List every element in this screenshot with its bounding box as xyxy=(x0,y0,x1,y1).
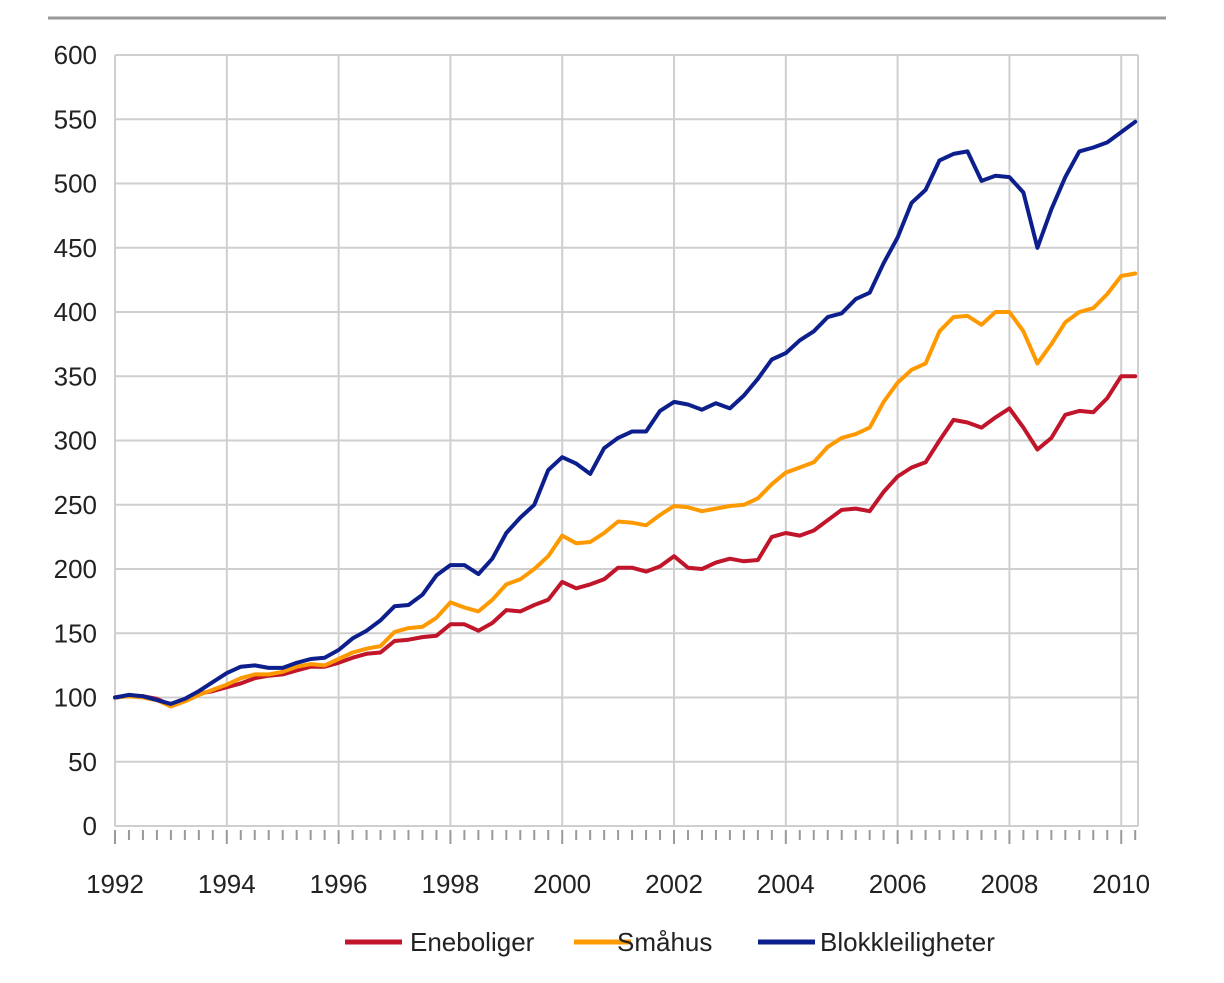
legend-item: Eneboliger xyxy=(345,927,535,957)
x-tick-label: 2008 xyxy=(981,869,1039,899)
series-line-eneboliger xyxy=(113,374,1138,708)
x-tick-label: 1996 xyxy=(310,869,368,899)
y-tick-label: 550 xyxy=(54,104,97,134)
legend-label: Småhus xyxy=(617,927,712,957)
y-tick-label: 200 xyxy=(54,554,97,584)
y-tick-label: 600 xyxy=(54,40,97,70)
series-line-smhus xyxy=(113,271,1138,709)
x-tick-label: 1998 xyxy=(421,869,479,899)
y-tick-label: 0 xyxy=(83,811,97,841)
series-lines xyxy=(113,119,1138,709)
y-tick-label: 300 xyxy=(54,426,97,456)
legend-label: Eneboliger xyxy=(410,927,535,957)
x-tick-label: 2006 xyxy=(869,869,927,899)
y-tick-label: 350 xyxy=(54,361,97,391)
y-tick-label: 50 xyxy=(68,747,97,777)
legend-label: Blokkleiligheter xyxy=(820,927,995,957)
y-tick-label: 250 xyxy=(54,490,97,520)
legend: Eneboliger Småhus Blokkleiligheter xyxy=(345,927,995,957)
y-tick-label: 400 xyxy=(54,297,97,327)
y-tick-label: 150 xyxy=(54,618,97,648)
y-tick-label: 500 xyxy=(54,169,97,199)
y-tick-label: 100 xyxy=(54,683,97,713)
x-tick-label: 1992 xyxy=(86,869,144,899)
x-tick-label: 1994 xyxy=(198,869,256,899)
x-tick-label: 2000 xyxy=(533,869,591,899)
grid xyxy=(114,54,1139,827)
series-line-blokkleiligheter xyxy=(113,119,1138,706)
x-tick-label: 2002 xyxy=(645,869,703,899)
x-tick-label: 2004 xyxy=(757,869,815,899)
legend-item: Småhus xyxy=(574,927,712,957)
y-tick-label: 450 xyxy=(54,233,97,263)
axes: 0 50 100 150 200 250 300 350 400 450 500 550 600 1992… xyxy=(54,40,1151,899)
x-tick-label: 2010 xyxy=(1092,869,1150,899)
legend-item: Blokkleiligheter xyxy=(758,927,995,957)
